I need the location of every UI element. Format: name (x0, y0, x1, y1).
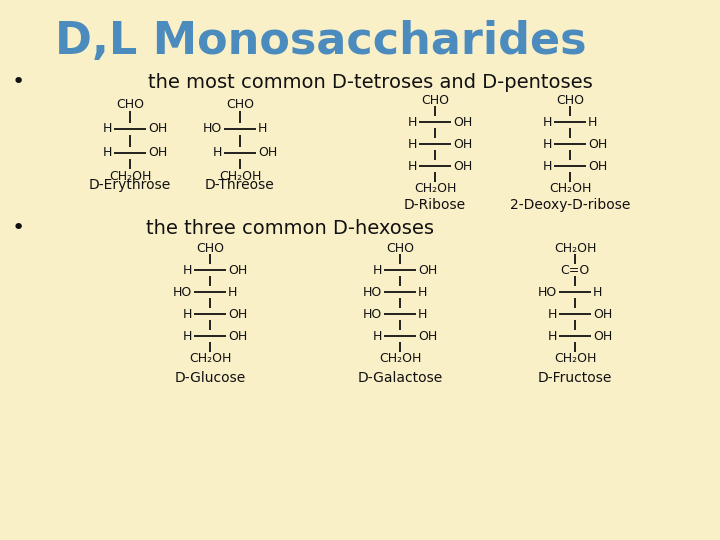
Text: CH₂OH: CH₂OH (219, 170, 261, 183)
Text: •: • (12, 218, 24, 238)
Text: D-Fructose: D-Fructose (538, 371, 612, 385)
Text: CHO: CHO (226, 98, 254, 111)
Text: H: H (183, 307, 192, 321)
Text: OH: OH (228, 307, 247, 321)
Text: CH₂OH: CH₂OH (549, 181, 591, 194)
Text: H: H (593, 286, 603, 299)
Text: HO: HO (203, 123, 222, 136)
Text: D,L Monosaccharides: D,L Monosaccharides (55, 21, 587, 64)
Text: OH: OH (418, 264, 437, 276)
Text: H: H (183, 329, 192, 342)
Text: H: H (103, 146, 112, 159)
Text: HO: HO (538, 286, 557, 299)
Text: OH: OH (453, 138, 472, 151)
Text: CH₂OH: CH₂OH (414, 181, 456, 194)
Text: H: H (418, 307, 428, 321)
Text: CH₂OH: CH₂OH (554, 241, 596, 254)
Text: OH: OH (228, 329, 247, 342)
Text: H: H (103, 123, 112, 136)
Text: OH: OH (453, 159, 472, 172)
Text: HO: HO (363, 286, 382, 299)
Text: C=O: C=O (560, 264, 590, 276)
Text: CHO: CHO (386, 241, 414, 254)
Text: H: H (228, 286, 238, 299)
Text: H: H (548, 307, 557, 321)
Text: D-Erythrose: D-Erythrose (89, 178, 171, 192)
Text: H: H (408, 159, 417, 172)
Text: H: H (408, 116, 417, 129)
Text: CH₂OH: CH₂OH (379, 352, 421, 365)
Text: D-Ribose: D-Ribose (404, 198, 466, 212)
Text: CHO: CHO (556, 93, 584, 106)
Text: OH: OH (258, 146, 277, 159)
Text: OH: OH (453, 116, 472, 129)
Text: OH: OH (148, 146, 167, 159)
Text: H: H (588, 116, 598, 129)
Text: OH: OH (593, 307, 612, 321)
Text: OH: OH (228, 264, 247, 276)
Text: OH: OH (418, 329, 437, 342)
Text: D-Galactose: D-Galactose (357, 371, 443, 385)
Text: OH: OH (148, 123, 167, 136)
Text: CHO: CHO (196, 241, 224, 254)
Text: CHO: CHO (116, 98, 144, 111)
Text: H: H (183, 264, 192, 276)
Text: •: • (12, 72, 24, 92)
Text: H: H (543, 116, 552, 129)
Text: CHO: CHO (421, 93, 449, 106)
Text: H: H (543, 138, 552, 151)
Text: D-Threose: D-Threose (205, 178, 275, 192)
Text: H: H (373, 329, 382, 342)
Text: OH: OH (588, 159, 607, 172)
Text: CH₂OH: CH₂OH (189, 352, 231, 365)
Text: OH: OH (593, 329, 612, 342)
Text: the most common D-tetroses and D-pentoses: the most common D-tetroses and D-pentose… (148, 72, 593, 91)
Text: CH₂OH: CH₂OH (554, 352, 596, 365)
Text: H: H (418, 286, 428, 299)
Text: HO: HO (363, 307, 382, 321)
Text: H: H (543, 159, 552, 172)
Text: H: H (373, 264, 382, 276)
Text: CH₂OH: CH₂OH (109, 170, 151, 183)
Text: H: H (212, 146, 222, 159)
Text: HO: HO (173, 286, 192, 299)
Text: H: H (258, 123, 267, 136)
Text: H: H (408, 138, 417, 151)
Text: H: H (548, 329, 557, 342)
Text: 2-Deoxy-D-ribose: 2-Deoxy-D-ribose (510, 198, 630, 212)
Text: the three common D-hexoses: the three common D-hexoses (146, 219, 434, 238)
Text: D-Glucose: D-Glucose (174, 371, 246, 385)
Text: OH: OH (588, 138, 607, 151)
